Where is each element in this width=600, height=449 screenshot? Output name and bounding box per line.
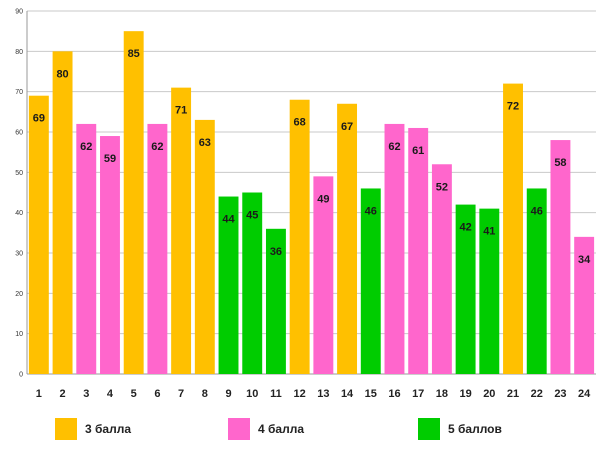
y-tick-label-10: 10 (15, 331, 23, 338)
legend-swatch-5-ballov (418, 418, 440, 440)
x-tick-label-12: 12 (294, 388, 306, 400)
bar-5 (123, 31, 144, 375)
bar-20 (479, 208, 500, 374)
x-tick-label-7: 7 (178, 388, 184, 400)
bar-17 (408, 127, 429, 374)
bar-1 (28, 95, 49, 374)
data-label-3: 62 (80, 141, 92, 153)
data-label-17: 61 (412, 145, 424, 157)
x-tick-label-2: 2 (60, 388, 66, 400)
legend-item-5-ballov: 5 баллов (418, 418, 502, 440)
x-tick-label-24: 24 (578, 388, 591, 400)
bar-22 (526, 188, 547, 374)
x-tick-label-14: 14 (341, 388, 354, 400)
bar-13 (313, 176, 334, 374)
data-label-1: 69 (33, 113, 45, 125)
data-label-16: 62 (388, 141, 400, 153)
bar-19 (455, 204, 476, 374)
data-label-18: 52 (436, 181, 448, 193)
bar-2 (52, 51, 73, 374)
bar-4 (100, 136, 120, 374)
data-label-2: 80 (56, 68, 68, 80)
legend-swatch-4-balla (228, 418, 250, 440)
y-tick-label-60: 60 (15, 130, 23, 137)
legend-swatch-3-balla (55, 418, 77, 440)
data-label-4: 59 (104, 153, 116, 165)
x-tick-label-16: 16 (388, 388, 400, 400)
bar-6 (147, 123, 168, 374)
bar-16 (384, 123, 405, 374)
x-tick-label-9: 9 (225, 388, 231, 400)
data-label-21: 72 (507, 101, 519, 113)
data-label-10: 45 (246, 210, 258, 222)
data-label-12: 68 (294, 117, 306, 129)
bar-12 (289, 99, 310, 374)
bar-14 (337, 103, 358, 375)
x-tick-label-10: 10 (246, 388, 258, 400)
data-label-9: 44 (222, 214, 235, 226)
y-tick-label-30: 30 (15, 251, 23, 258)
x-tick-label-8: 8 (202, 388, 208, 400)
x-tick-label-19: 19 (459, 388, 471, 400)
legend-label-3-balla: 3 балла (85, 422, 132, 436)
data-label-5: 85 (128, 48, 140, 60)
y-tick-label-70: 70 (15, 89, 23, 96)
data-label-15: 46 (365, 205, 377, 217)
x-tick-label-21: 21 (507, 388, 519, 400)
data-label-6: 62 (151, 141, 163, 153)
bar-9 (218, 196, 239, 374)
y-tick-label-90: 90 (15, 9, 23, 16)
data-label-14: 67 (341, 121, 353, 133)
bar-8 (194, 119, 215, 375)
x-tick-label-18: 18 (436, 388, 448, 400)
bar-23 (550, 140, 571, 374)
data-label-8: 63 (199, 137, 211, 149)
x-tick-label-11: 11 (270, 388, 282, 400)
bar-11 (265, 228, 286, 374)
legend-item-3-balla: 3 балла (55, 418, 131, 440)
data-label-11: 36 (270, 246, 282, 258)
bar-15 (360, 188, 381, 374)
legend-label-4-balla: 4 балла (258, 422, 305, 436)
x-tick-label-3: 3 (83, 388, 89, 400)
y-tick-label-50: 50 (15, 170, 23, 177)
data-label-19: 42 (459, 222, 471, 234)
data-label-22: 46 (531, 205, 543, 217)
bar-7 (171, 87, 192, 374)
data-label-13: 49 (317, 193, 329, 205)
x-tick-label-17: 17 (412, 388, 424, 400)
data-label-20: 41 (483, 226, 495, 238)
y-tick-label-80: 80 (15, 49, 23, 56)
bar-10 (242, 192, 263, 374)
x-tick-label-13: 13 (317, 388, 329, 400)
legend-item-4-balla: 4 балла (228, 418, 304, 440)
bar-21 (503, 83, 523, 374)
x-tick-label-4: 4 (107, 388, 114, 400)
data-label-7: 71 (175, 105, 187, 117)
y-tick-label-0: 0 (19, 372, 23, 379)
bar-24 (574, 236, 595, 374)
x-tick-label-15: 15 (365, 388, 377, 400)
bar-18 (431, 164, 452, 374)
x-tick-label-6: 6 (154, 388, 160, 400)
bar-3 (76, 123, 97, 374)
x-tick-label-22: 22 (531, 388, 543, 400)
x-tick-label-5: 5 (131, 388, 137, 400)
x-tick-label-20: 20 (483, 388, 495, 400)
data-label-24: 34 (578, 254, 591, 266)
x-tick-label-1: 1 (36, 388, 42, 400)
y-tick-label-20: 20 (15, 291, 23, 298)
y-tick-label-40: 40 (15, 210, 23, 217)
data-label-23: 58 (554, 157, 566, 169)
x-tick-label-23: 23 (554, 388, 566, 400)
legend-label-5-ballov: 5 баллов (448, 422, 502, 436)
